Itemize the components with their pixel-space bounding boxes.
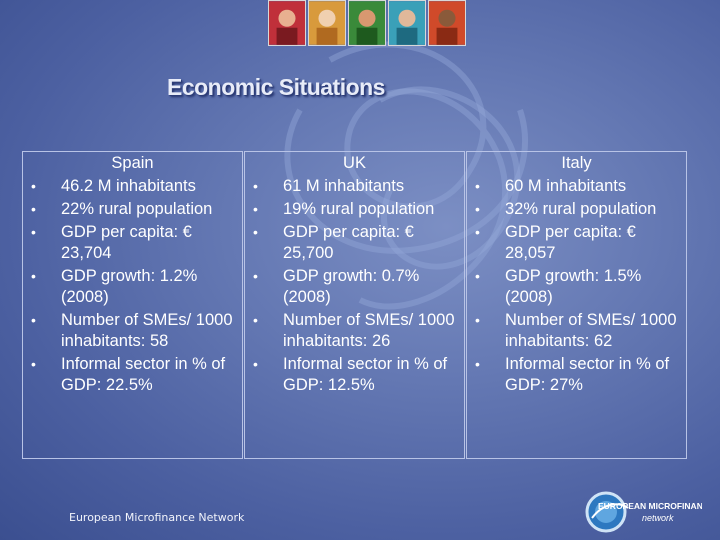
list-item: • Number of SMEs/ 1000 inhabitants: 26 [253, 311, 455, 350]
list-item: • Number of SMEs/ 1000 inhabitants: 62 [475, 311, 677, 350]
portrait-photo-3 [348, 0, 386, 46]
country-column-uk: UK • 61 M inhabitants • 19% rural populati… [244, 151, 465, 459]
bullet-icon: • [253, 224, 258, 240]
list-item: • Number of SMEs/ 1000 inhabitants: 58 [31, 311, 233, 350]
list-item: • GDP growth: 1.2% (2008) [31, 267, 198, 306]
bullet-icon: • [475, 178, 480, 194]
bullet-icon: • [253, 268, 258, 284]
list-item: • Informal sector in % of GDP: 12.5% [253, 355, 448, 394]
bullet-icon: • [475, 224, 480, 240]
column-heading: Italy [561, 154, 592, 172]
slide-title: Economic Situations [167, 74, 385, 100]
bullet-icon: • [31, 178, 36, 194]
logo-subtitle: network [642, 513, 674, 523]
list-item: • 46.2 M inhabitants [31, 177, 196, 195]
list-item: • GDP per capita: € 28,057 [475, 223, 636, 262]
bullet-icon: • [253, 178, 258, 194]
list-item: • GDP per capita: € 25,700 [253, 223, 414, 262]
bullet-icon: • [253, 201, 258, 217]
bullet-icon: • [475, 356, 480, 372]
list-item: • GDP growth: 1.5% (2008) [475, 267, 642, 306]
list-item: • 61 M inhabitants [253, 177, 405, 195]
list-item: • 60 M inhabitants [475, 177, 627, 195]
portrait-photo-5 [428, 0, 466, 46]
list-item: • Informal sector in % of GDP: 22.5% [31, 355, 226, 394]
bullet-icon: • [475, 312, 480, 328]
bullet-icon: • [31, 224, 36, 240]
portrait-photo-2 [308, 0, 346, 46]
country-column-spain: Spain • 46.2 M inhabitants • 22% rural pop… [22, 151, 243, 459]
bullet-icon: • [253, 356, 258, 372]
portrait-photo-1 [268, 0, 306, 46]
fact-list: • 46.2 M inhabitants • 22% rural populatio… [23, 176, 242, 396]
column-heading: UK [343, 154, 366, 172]
list-item: • GDP growth: 0.7% (2008) [253, 267, 420, 306]
portrait-photo-4 [388, 0, 426, 46]
list-item: • 19% rural population [253, 200, 435, 218]
list-item: • Informal sector in % of GDP: 27% [475, 355, 670, 394]
bullet-icon: • [253, 312, 258, 328]
fact-list: • 61 M inhabitants • 19% rural population … [245, 176, 464, 396]
footer-organization-name: European Microfinance Network [69, 511, 245, 524]
list-item: • GDP per capita: € 23,704 [31, 223, 192, 262]
list-item: • 32% rural population [475, 200, 657, 218]
bullet-icon: • [31, 201, 36, 217]
emn-logo: EUROPEAN MICROFINANCE network [585, 491, 702, 533]
bullet-icon: • [31, 312, 36, 328]
fact-list: • 60 M inhabitants • 32% rural population … [467, 176, 686, 396]
column-heading: Spain [111, 154, 154, 172]
bullet-icon: • [475, 268, 480, 284]
bullet-icon: • [475, 201, 480, 217]
list-item: • 22% rural population [31, 200, 213, 218]
bullet-icon: • [31, 356, 36, 372]
header-photo-strip [268, 0, 466, 46]
logo-wordmark: EUROPEAN MICROFINANCE [598, 501, 702, 511]
country-column-italy: Italy • 60 M inhabitants • 32% rural popul… [466, 151, 687, 459]
bullet-icon: • [31, 268, 36, 284]
